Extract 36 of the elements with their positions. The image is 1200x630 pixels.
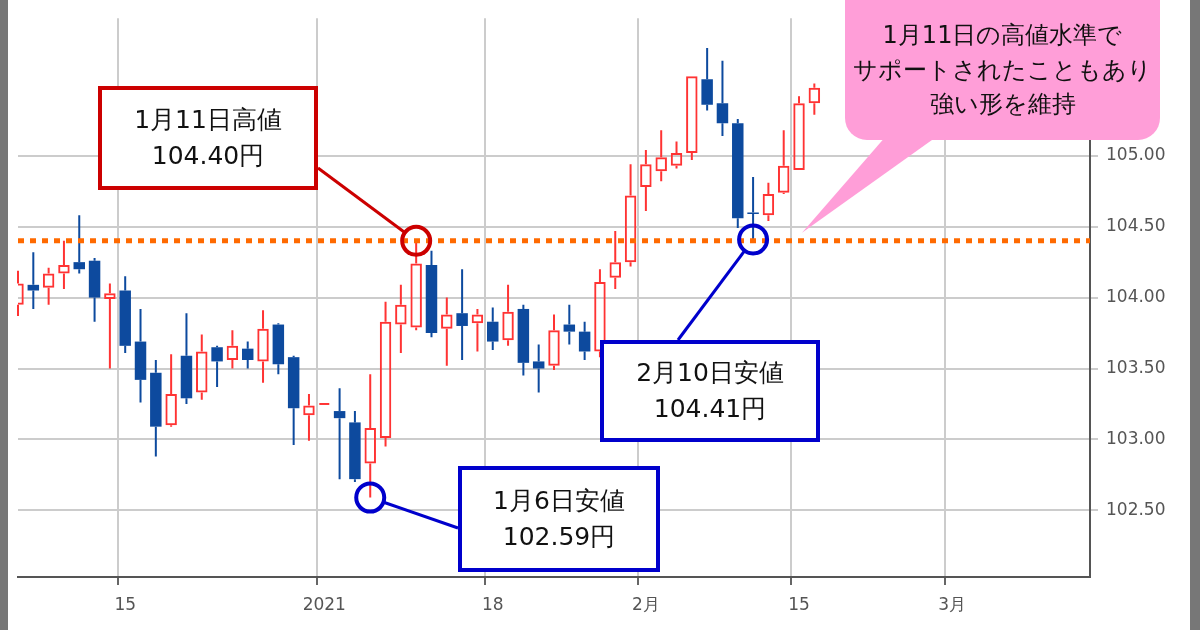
annotation: 1月11日の高値水準でサポートされたこともあり強い形を維持 xyxy=(845,0,1160,140)
candlestick xyxy=(517,303,530,377)
x-tick-label: 3月 xyxy=(938,593,967,614)
candlestick xyxy=(241,340,254,370)
y-tick-label: 105.00 xyxy=(1106,144,1166,165)
candlestick xyxy=(532,343,545,394)
candlestick xyxy=(119,275,131,354)
candlestick xyxy=(349,410,361,483)
annotation: 2月10日安値104.41円 xyxy=(600,340,820,442)
candlestick xyxy=(27,251,40,310)
x-tick-label: 2021 xyxy=(302,593,346,614)
candlestick xyxy=(333,387,346,481)
candlestick xyxy=(716,59,729,137)
x-tick-label: 15 xyxy=(788,593,810,614)
y-tick-label: 103.00 xyxy=(1106,427,1166,448)
candlestick xyxy=(150,359,162,458)
annotation: 1月11日高値104.40円 xyxy=(98,86,318,190)
candlestick xyxy=(88,256,101,323)
candlestick xyxy=(456,268,468,361)
x-tick-label: 15 xyxy=(114,593,137,614)
candlestick xyxy=(732,117,744,230)
x-tick-label: 2月 xyxy=(631,593,660,614)
candlestick xyxy=(578,320,591,361)
y-tick-label: 103.50 xyxy=(1106,356,1166,377)
x-tick-label: 18 xyxy=(481,593,504,614)
annotation: 1月6日安値102.59円 xyxy=(458,466,660,572)
y-tick-label: 102.50 xyxy=(1106,498,1166,519)
candlestick xyxy=(701,46,713,112)
candlestick xyxy=(487,306,499,352)
y-tick-label: 104.50 xyxy=(1106,215,1166,236)
candlestick xyxy=(73,214,85,275)
candlestick xyxy=(563,303,576,346)
y-tick-label: 104.00 xyxy=(1106,286,1166,307)
candlestick xyxy=(425,249,438,339)
candlestick xyxy=(180,312,193,405)
candlestick xyxy=(134,307,147,404)
